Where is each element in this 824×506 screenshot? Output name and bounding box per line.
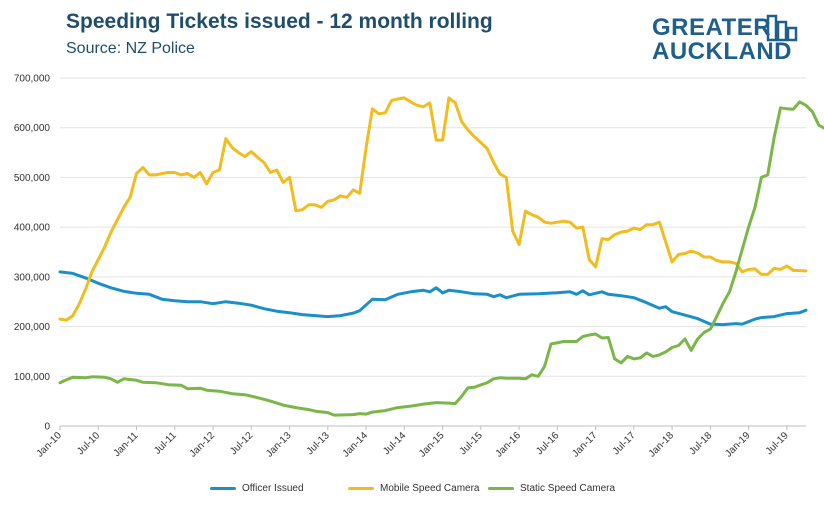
line-chart: 0 100,000 200,000 300,000 400,000 500,000 600,… <box>14 74 824 460</box>
legend-item-officer-issued[interactable]: Officer Issued <box>210 480 304 496</box>
x-tick-label: Jan-11 <box>112 430 141 459</box>
x-tick-label: Jul-15 <box>458 430 485 457</box>
legend-item-static-speed-camera[interactable]: Static Speed Camera <box>488 480 615 496</box>
greater-auckland-logo: GREATER AUCKLAND <box>652 14 812 66</box>
y-tick-label: 300,000 <box>14 272 51 283</box>
x-tick-label: Jul-18 <box>687 430 714 457</box>
y-tick-label: 700,000 <box>14 74 51 85</box>
y-tick-label: 200,000 <box>14 322 51 333</box>
x-tick-label: Jul-12 <box>228 430 255 457</box>
x-tick-label: Jul-11 <box>152 430 179 457</box>
y-tick-label: 0 <box>44 422 50 433</box>
x-tick-label: Jan-13 <box>264 430 294 460</box>
y-tick-label: 400,000 <box>14 223 51 234</box>
x-tick-label: Jan-19 <box>723 430 753 460</box>
x-tick-label: Jan-14 <box>341 430 371 460</box>
logo-text-line-1: GREATER <box>652 14 772 41</box>
x-tick-label: Jan-16 <box>494 430 524 460</box>
legend-swatch-static-speed-camera <box>488 486 514 490</box>
x-tick-label: Jul-17 <box>611 430 638 457</box>
logo-text-line-2: AUCKLAND <box>652 38 792 65</box>
legend: Officer Issued Mobile Speed Camera Stati… <box>0 480 824 496</box>
x-tick-label: Jan-12 <box>188 430 218 460</box>
series-lines <box>58 96 824 417</box>
y-tick-label: 500,000 <box>14 173 51 184</box>
y-axis-ticks: 0 100,000 200,000 300,000 400,000 500,000 600,… <box>14 74 51 433</box>
x-tick-label: Jan-18 <box>647 430 677 460</box>
city-skyline-icon <box>766 14 798 42</box>
x-axis-ticks: Jan-10 Jul-10 Jan-11 Jul-11 Jan-12 Jul-12 Jan-… <box>35 426 791 460</box>
series-line-static-speed-camera <box>58 100 824 417</box>
legend-item-mobile-speed-camera[interactable]: Mobile Speed Camera <box>348 480 480 496</box>
chart-subtitle: Source: NZ Police <box>66 40 195 57</box>
gridlines <box>60 77 806 427</box>
y-tick-label: 600,000 <box>14 123 51 134</box>
x-tick-label: Jul-19 <box>764 430 791 457</box>
series-line-mobile-speed-camera <box>58 96 808 322</box>
legend-label-static-speed-camera: Static Speed Camera <box>520 482 616 494</box>
x-tick-label: Jul-14 <box>381 430 408 457</box>
series-line-officer-issued <box>58 270 808 327</box>
x-tick-label: Jul-16 <box>534 430 561 457</box>
x-tick-label: Jul-13 <box>305 430 332 457</box>
x-tick-label: Jan-17 <box>570 430 600 460</box>
chart-title: Speeding Tickets issued - 12 month rolli… <box>66 10 493 33</box>
x-tick-label: Jan-15 <box>417 430 447 460</box>
x-tick-label: Jul-10 <box>75 430 102 457</box>
y-tick-label: 100,000 <box>14 372 51 383</box>
legend-label-mobile-speed-camera: Mobile Speed Camera <box>380 482 480 494</box>
legend-swatch-officer-issued <box>210 486 236 490</box>
legend-label-officer-issued: Officer Issued <box>242 482 304 494</box>
legend-swatch-mobile-speed-camera <box>348 486 374 490</box>
x-tick-label: Jan-10 <box>35 430 65 460</box>
